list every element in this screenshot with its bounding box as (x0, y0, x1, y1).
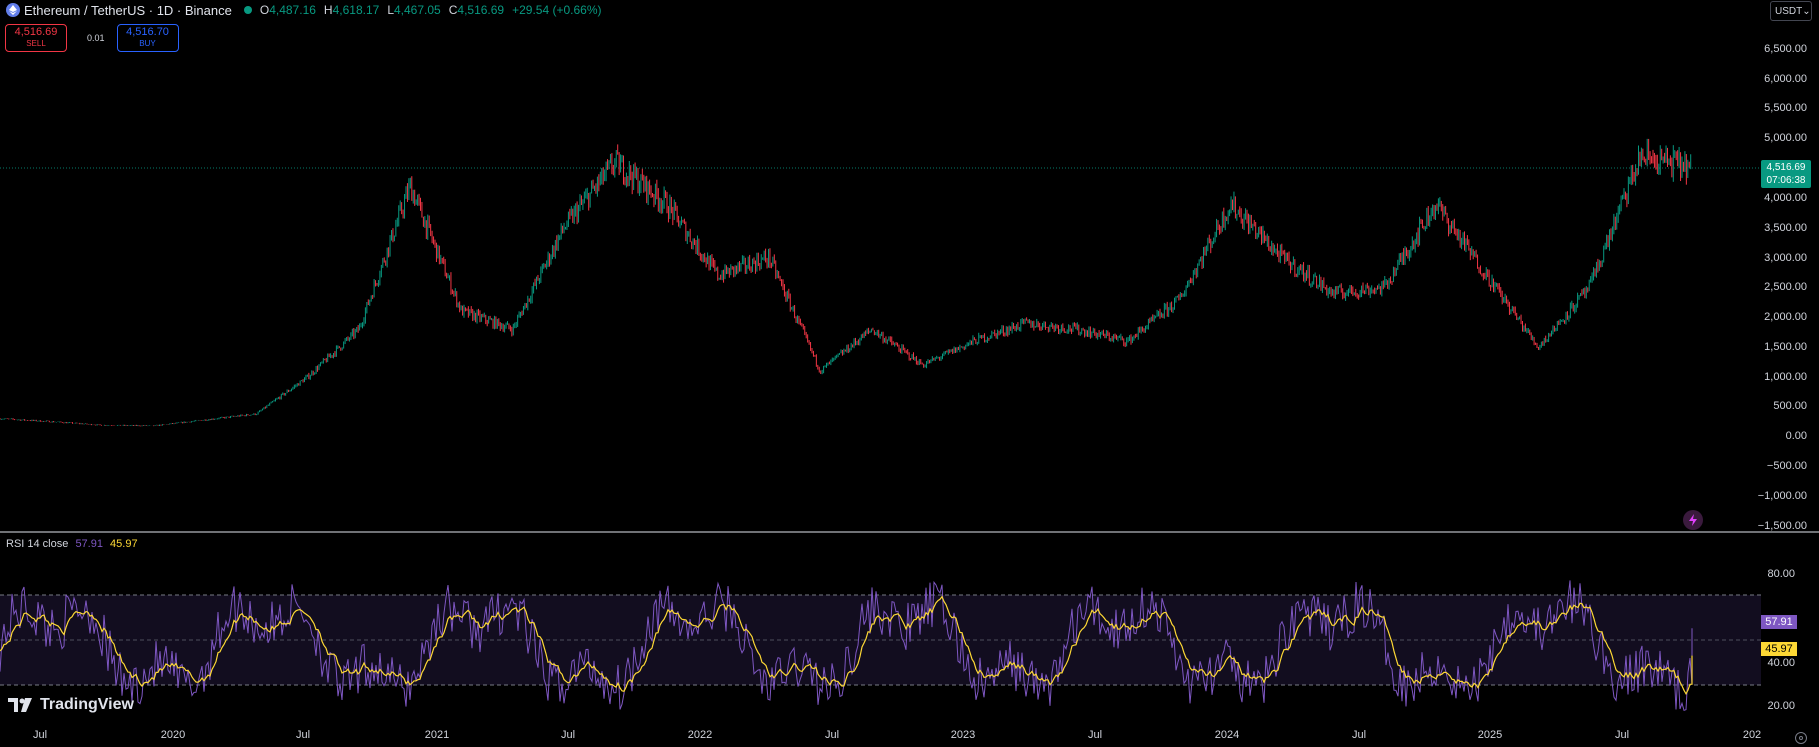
market-open-indicator (243, 6, 252, 14)
price-axis-label: 1,500.00 (1764, 341, 1807, 353)
time-axis-label: 2021 (424, 729, 450, 741)
symbol-title[interactable]: Ethereum / TetherUS · 1D · Binance (24, 2, 232, 18)
price-axis-label: −500.00 (1766, 460, 1807, 472)
price-axis-label: 2,500.00 (1764, 281, 1807, 293)
tradingview-icon (8, 698, 32, 712)
time-axis-label: Jul (1087, 729, 1103, 741)
time-axis-label: Jul (32, 729, 48, 741)
sell-button[interactable]: 4,516.69 SELL (5, 24, 67, 52)
time-axis-label: 2023 (950, 729, 976, 741)
price-axis-label: 1,000.00 (1764, 371, 1807, 383)
price-axis-label: 3,500.00 (1764, 222, 1807, 234)
rsi-axis-label: 40.00 (1767, 657, 1795, 669)
time-axis-label: 2024 (1214, 729, 1240, 741)
price-axis-label: 4,000.00 (1764, 192, 1807, 204)
ethereum-icon (6, 3, 20, 17)
last-price-label: 4,516.69 07:06:38 (1761, 160, 1811, 188)
time-axis-label: 202 (1742, 729, 1762, 741)
price-axis-label: 6,500.00 (1764, 43, 1807, 55)
rsi-legend[interactable]: RSI 14 close 57.91 45.97 (6, 538, 138, 550)
trade-panel: 4,516.69 SELL 0.01 4,516.70 BUY (5, 24, 179, 52)
price-axis-label: 2,000.00 (1764, 311, 1807, 323)
rsi-ma-value-label: 45.97 (1761, 642, 1797, 656)
price-axis-label: 3,000.00 (1764, 252, 1807, 264)
rsi-ma-line (0, 595, 1693, 696)
price-axis-label: 5,000.00 (1764, 132, 1807, 144)
symbol-header[interactable]: Ethereum / TetherUS · 1D · Binance O4,48… (0, 0, 602, 20)
chevron-down-icon: ⌄ (1802, 5, 1811, 17)
currency-select[interactable]: USDT ⌄ (1770, 1, 1812, 21)
price-axis-label: 0.00 (1785, 430, 1807, 442)
time-axis-label: Jul (1351, 729, 1367, 741)
time-axis-label: Jul (560, 729, 576, 741)
price-change: +29.54 (+0.66%) (512, 3, 602, 17)
price-axis-label: 500.00 (1773, 400, 1807, 412)
time-axis-label: Jul (1614, 729, 1630, 741)
time-axis-label: 2020 (160, 729, 186, 741)
settings-icon[interactable] (1795, 732, 1807, 744)
price-axis-label: −1,500.00 (1757, 520, 1807, 532)
buy-button[interactable]: 4,516.70 BUY (116, 24, 179, 52)
rsi-line (0, 580, 1693, 712)
rsi-axis-label: 80.00 (1767, 568, 1795, 580)
time-axis-label: 2025 (1477, 729, 1503, 741)
flash-icon[interactable] (1683, 510, 1703, 530)
rsi-band-fill (0, 595, 1761, 685)
time-axis-label: Jul (824, 729, 840, 741)
rsi-axis-label: 20.00 (1767, 700, 1795, 712)
price-axis-label: −1,000.00 (1757, 490, 1807, 502)
price-candles (0, 138, 1692, 427)
ohlc-values: O4,487.16 H4,618.17 L4,467.05 C4,516.69 … (259, 3, 602, 17)
rsi-value-label: 57.91 (1761, 615, 1797, 629)
price-axis-label: 6,000.00 (1764, 73, 1807, 85)
tradingview-logo[interactable]: TradingView (8, 696, 134, 714)
price-axis-label: 5,500.00 (1764, 102, 1807, 114)
spread-value: 0.01 (87, 33, 105, 43)
time-axis-label: 2022 (687, 729, 713, 741)
time-axis-label: Jul (295, 729, 311, 741)
